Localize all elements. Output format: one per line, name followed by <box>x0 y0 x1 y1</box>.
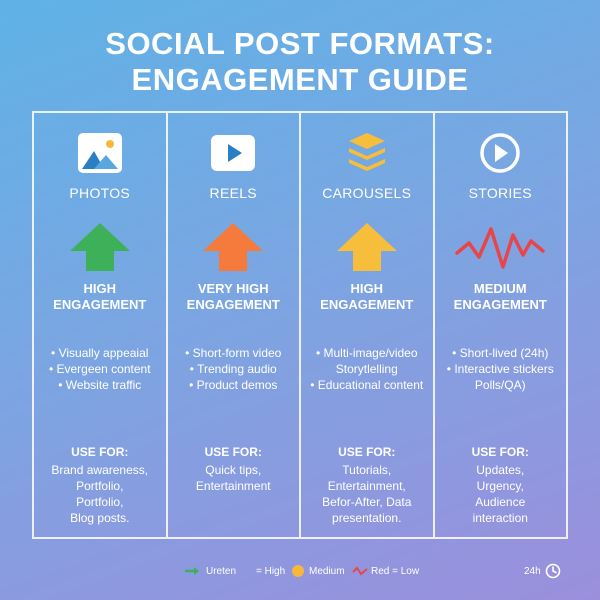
legend-item-green: Ureten <box>184 562 236 580</box>
legend: Ureten = High Medium Red = Low 24h <box>0 562 600 580</box>
legend-label: Medium <box>309 565 345 577</box>
feature-item: • Evergeen content <box>48 362 151 376</box>
feature-item: • Short-lived (24h) <box>452 346 549 360</box>
use-item: Urgency, <box>476 479 524 493</box>
engagement-line: VERY HIGH <box>197 281 269 296</box>
use-for-label: USE FOR: <box>204 445 262 459</box>
feature-item: Storytlelling <box>335 362 398 376</box>
legend-label: Red = Low <box>371 565 420 577</box>
feature-item: • Interactive stickers <box>446 362 554 376</box>
feature-item: Polls/QA) <box>474 378 526 392</box>
format-name: REELS <box>209 185 257 201</box>
engagement-level: HIGH ENGAGEMENT <box>34 281 166 313</box>
timer-label: 24h <box>524 565 541 577</box>
engagement-line: HIGH <box>83 281 117 296</box>
use-item: Brand awareness, <box>51 463 149 477</box>
format-name: CAROUSELS <box>322 185 412 201</box>
column-photos: PHOTOS HIGH ENGAGEMENT • Visually appeai… <box>34 113 168 537</box>
use-item: presentation. <box>332 511 402 525</box>
engagement-level: HIGH ENGAGEMENT <box>301 281 433 313</box>
use-for-list: Updates, Urgency, Audience interaction <box>435 462 567 526</box>
use-item: Portfolio, <box>76 479 124 493</box>
red-wave-icon <box>352 566 368 576</box>
engagement-line: MEDIUM <box>473 281 527 296</box>
use-for-label: USE FOR: <box>338 445 396 459</box>
feature-item: • Educational content <box>310 378 424 392</box>
engagement-line: ENGAGEMENT <box>453 297 547 312</box>
format-name: STORIES <box>468 185 532 201</box>
feature-list: • Short-form video • Trending audio • Pr… <box>168 345 300 393</box>
use-item: Entertainment, <box>327 479 406 493</box>
engagement-line: ENGAGEMENT <box>53 297 147 312</box>
use-item: Befor-After, Data <box>322 495 412 509</box>
use-for-label: USE FOR: <box>471 445 529 459</box>
use-item: Portfolio, <box>76 495 124 509</box>
column-reels: REELS VERY HIGH ENGAGEMENT • Short-form … <box>168 113 301 537</box>
legend-timer: 24h <box>524 562 561 580</box>
use-item: Tutorials, <box>342 463 392 477</box>
use-for-list: Tutorials, Entertainment, Befor-After, D… <box>301 462 433 526</box>
engagement-level: MEDIUM ENGAGEMENT <box>435 281 567 313</box>
use-item: Entertainment <box>195 479 271 493</box>
column-carousels: CAROUSELS HIGH ENGAGEMENT • Multi-image/… <box>301 113 435 537</box>
green-arrow-icon <box>185 567 199 575</box>
play-circle-icon <box>480 133 520 173</box>
feature-item: • Visually appeaial <box>51 346 149 360</box>
format-grid: PHOTOS HIGH ENGAGEMENT • Visually appeai… <box>32 111 568 539</box>
use-item: Audience <box>475 495 526 509</box>
use-item: interaction <box>472 511 528 525</box>
use-item: Updates, <box>476 463 525 477</box>
use-for-list: Brand awareness, Portfolio, Portfolio, B… <box>34 462 166 526</box>
feature-item: • Multi-image/video <box>315 346 418 360</box>
legend-label: Ureten <box>206 565 237 577</box>
arrow-up-icon <box>336 223 397 271</box>
legend-label: = High <box>256 565 286 577</box>
legend-item-low: Red = Low <box>352 562 419 580</box>
feature-item: • Product demos <box>189 378 278 392</box>
use-item: Quick tips, <box>205 463 262 477</box>
use-item: Blog posts. <box>70 511 130 525</box>
feature-list: • Multi-image/video Storytlelling • Educ… <box>301 345 433 393</box>
arrow-up-icon <box>69 223 130 271</box>
play-icon <box>211 135 256 171</box>
arrow-up-icon <box>203 223 264 271</box>
use-for-list: Quick tips, Entertainment <box>168 462 300 494</box>
format-name: PHOTOS <box>69 185 131 201</box>
engagement-line: HIGH <box>350 281 384 296</box>
legend-item-medium: Medium <box>292 562 345 580</box>
page-title: SOCIAL POST FORMATS: ENGAGEMENT GUIDE <box>0 26 600 98</box>
feature-item: • Short-form video <box>185 346 282 360</box>
engagement-line: ENGAGEMENT <box>320 297 414 312</box>
title-line-2: ENGAGEMENT GUIDE <box>131 62 469 97</box>
column-stories: STORIES MEDIUM ENGAGEMENT • Short-lived … <box>435 113 567 537</box>
clock-icon <box>545 563 560 579</box>
image-icon <box>77 133 122 173</box>
legend-item-high: = High <box>256 562 285 580</box>
feature-item: • Trending audio <box>189 362 277 376</box>
engagement-line: ENGAGEMENT <box>186 297 280 312</box>
use-for-label: USE FOR: <box>71 445 129 459</box>
pulse-wave-icon <box>455 227 545 269</box>
stack-icon <box>348 133 385 171</box>
engagement-level: VERY HIGH ENGAGEMENT <box>168 281 300 313</box>
medium-dot-icon <box>292 565 304 577</box>
feature-list: • Short-lived (24h) • Interactive sticke… <box>435 345 567 393</box>
title-line-1: SOCIAL POST FORMATS: <box>105 26 495 61</box>
feature-list: • Visually appeaial • Evergeen content •… <box>34 345 166 393</box>
feature-item: • Website traffic <box>58 378 142 392</box>
